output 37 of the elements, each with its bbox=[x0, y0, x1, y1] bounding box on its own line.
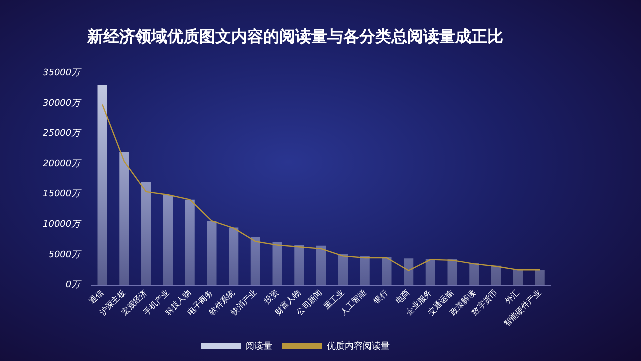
y-tick-label: 20000万 bbox=[42, 159, 83, 170]
y-tick-label: 30000万 bbox=[42, 98, 83, 109]
bar bbox=[360, 256, 370, 286]
bar bbox=[272, 242, 282, 286]
x-tick-label: 外汇 bbox=[503, 288, 522, 306]
bar bbox=[98, 85, 108, 286]
x-tick-label: 通信 bbox=[88, 288, 106, 306]
y-tick-label: 10000万 bbox=[42, 220, 83, 230]
x-tick-label: 银行 bbox=[371, 288, 390, 307]
bar bbox=[448, 259, 458, 286]
bar bbox=[120, 152, 130, 286]
legend-label: 阅读量 bbox=[246, 340, 272, 352]
bar bbox=[163, 194, 174, 286]
y-tick-label: 5000万 bbox=[48, 250, 83, 260]
bar bbox=[535, 270, 545, 286]
bar bbox=[492, 266, 502, 286]
bar bbox=[338, 254, 348, 286]
legend-label: 优质内容阅读量 bbox=[327, 340, 390, 352]
bar bbox=[185, 200, 195, 286]
bar bbox=[316, 246, 326, 286]
x-tick-label: 投资 bbox=[262, 288, 280, 307]
y-tick-label: 35000万 bbox=[42, 68, 83, 79]
bar bbox=[426, 259, 436, 286]
y-tick-label: 15000万 bbox=[42, 190, 83, 200]
bar bbox=[229, 228, 239, 286]
y-tick-label: 0万 bbox=[66, 280, 83, 291]
bar bbox=[294, 245, 304, 286]
x-tick-label: 电商 bbox=[394, 288, 412, 306]
bar bbox=[207, 221, 217, 286]
y-tick-label: 25000万 bbox=[42, 129, 83, 140]
bar bbox=[513, 270, 523, 286]
chart-title: 新经济领域优质图文内容的阅读量与各分类总阅读量成正比 bbox=[86, 26, 504, 46]
bar bbox=[142, 182, 152, 286]
bar bbox=[250, 237, 261, 286]
bar bbox=[404, 258, 414, 286]
bar bbox=[382, 257, 392, 286]
bar bbox=[470, 263, 480, 286]
